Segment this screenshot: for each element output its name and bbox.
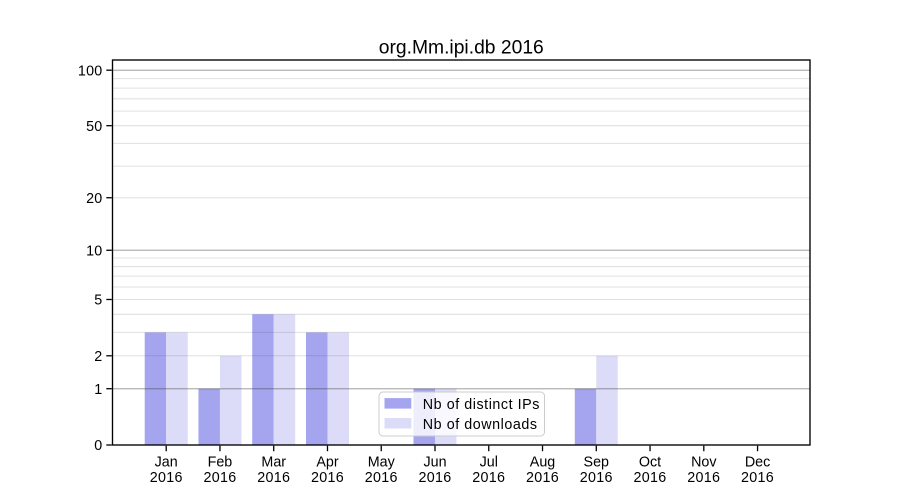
- svg-text:10: 10: [86, 243, 102, 259]
- svg-text:May: May: [368, 454, 396, 470]
- svg-text:5: 5: [94, 293, 102, 309]
- svg-text:2016: 2016: [526, 470, 559, 486]
- svg-text:Jun: Jun: [423, 454, 446, 470]
- svg-text:100: 100: [78, 63, 103, 79]
- svg-text:Jan: Jan: [155, 454, 178, 470]
- svg-text:Mar: Mar: [261, 454, 286, 470]
- svg-text:Dec: Dec: [745, 454, 770, 470]
- svg-text:2016: 2016: [257, 470, 290, 486]
- svg-text:2016: 2016: [311, 470, 344, 486]
- svg-text:org.Mm.ipi.db 2016: org.Mm.ipi.db 2016: [379, 37, 544, 58]
- svg-text:2016: 2016: [741, 470, 774, 486]
- svg-text:2: 2: [94, 349, 102, 365]
- svg-text:Sep: Sep: [584, 454, 609, 470]
- svg-text:Jul: Jul: [480, 454, 498, 470]
- svg-text:0: 0: [94, 438, 102, 454]
- svg-text:Oct: Oct: [639, 454, 661, 470]
- svg-text:Nb of distinct IPs: Nb of distinct IPs: [423, 397, 540, 413]
- svg-text:Nov: Nov: [691, 454, 717, 470]
- svg-text:2016: 2016: [580, 470, 613, 486]
- svg-text:Feb: Feb: [208, 454, 233, 470]
- svg-text:2016: 2016: [418, 470, 451, 486]
- svg-text:2016: 2016: [687, 470, 720, 486]
- svg-text:2016: 2016: [472, 470, 505, 486]
- svg-text:2016: 2016: [203, 470, 236, 486]
- svg-text:20: 20: [86, 191, 102, 207]
- svg-text:Nb of downloads: Nb of downloads: [423, 417, 538, 433]
- svg-text:50: 50: [86, 119, 102, 135]
- svg-text:1: 1: [94, 382, 102, 398]
- svg-text:2016: 2016: [634, 470, 667, 486]
- svg-text:Aug: Aug: [530, 454, 555, 470]
- svg-text:Apr: Apr: [316, 454, 338, 470]
- svg-text:2016: 2016: [150, 470, 183, 486]
- svg-text:2016: 2016: [365, 470, 398, 486]
